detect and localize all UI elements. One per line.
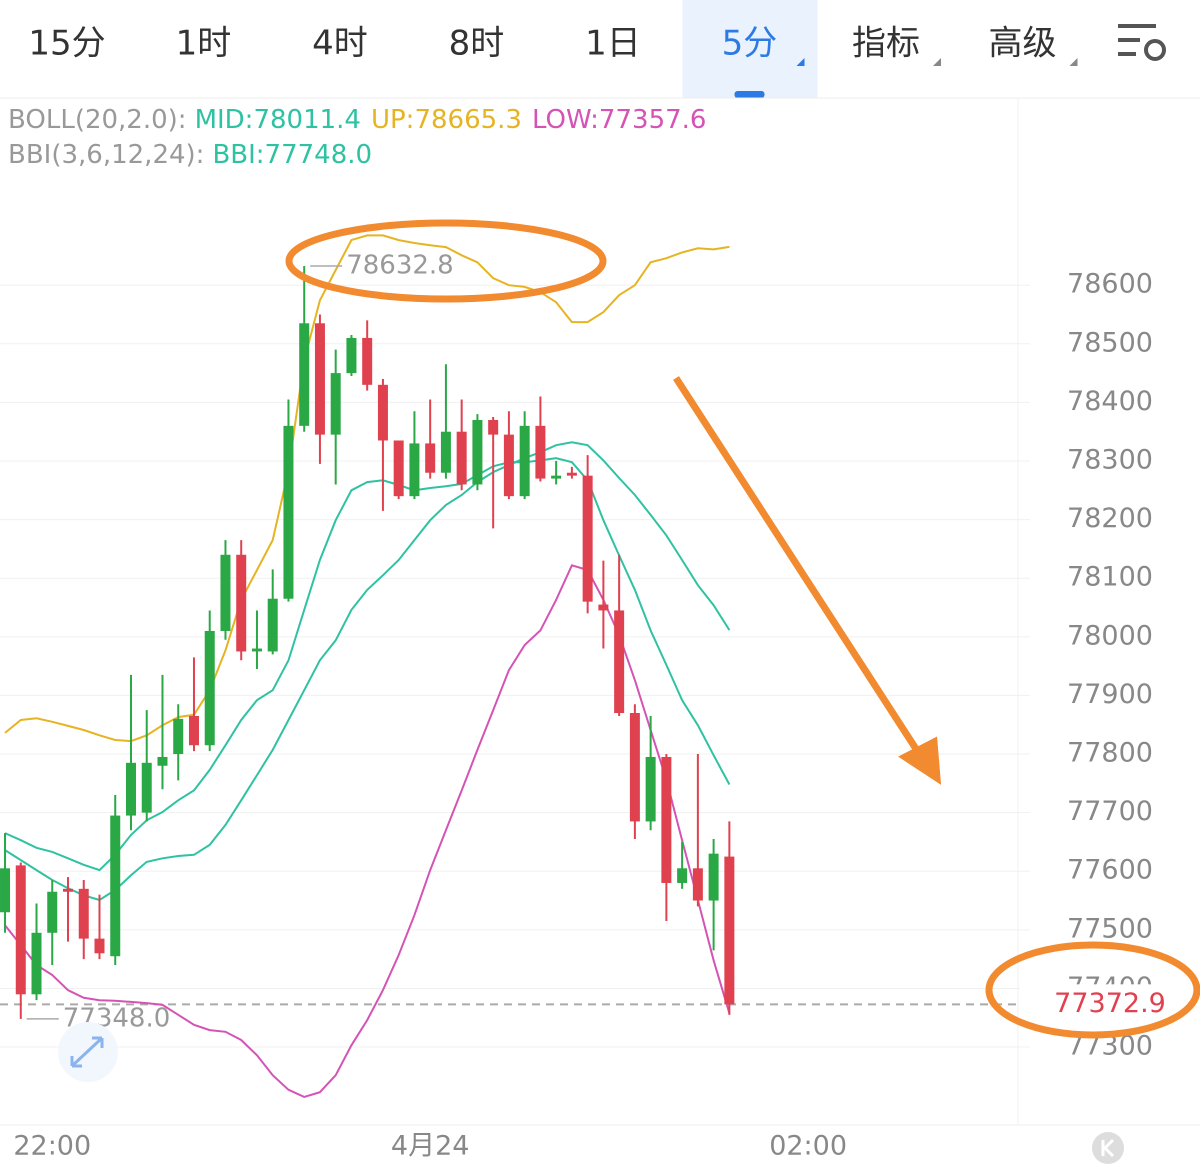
- candle-body: [488, 419, 499, 435]
- y-tick-label: 77900: [1067, 679, 1153, 710]
- y-tick-label: 77700: [1067, 796, 1153, 827]
- indicator-value: MID:78011.4: [195, 105, 361, 135]
- x-tick-label: 02:00: [769, 1131, 847, 1162]
- candle-body: [110, 815, 121, 957]
- extreme-label: 78632.8: [346, 250, 454, 280]
- dropdown-marker: [933, 58, 941, 66]
- candle-body: [708, 853, 719, 901]
- expand-icon[interactable]: [58, 1022, 118, 1082]
- annotation: [285, 219, 1200, 1039]
- candle-body: [614, 610, 625, 714]
- tab[interactable]: 4时: [312, 24, 368, 64]
- y-tick-label: 77800: [1067, 738, 1153, 769]
- indicator-line: [4, 234, 730, 743]
- candle-body: [661, 756, 672, 883]
- y-tick-label: 78300: [1067, 445, 1153, 476]
- indicator-value: UP:78665.3: [371, 105, 522, 135]
- candle-body: [409, 443, 420, 497]
- y-tick-label: 78500: [1067, 327, 1153, 358]
- candle-body: [346, 337, 357, 374]
- candle-body: [551, 475, 562, 479]
- indicator-value: BBI:77748.0: [212, 140, 372, 170]
- indicator-legend: BBI(3,6,12,24): BBI:77748.0: [8, 140, 372, 170]
- candle-body: [31, 932, 42, 995]
- y-tick-label: 78100: [1067, 562, 1153, 593]
- candle-body: [141, 762, 152, 813]
- candle-body: [677, 868, 688, 883]
- candle-body: [78, 888, 89, 939]
- candle-body: [0, 868, 11, 913]
- y-tick-label: 78400: [1067, 386, 1153, 417]
- candle-body: [94, 938, 105, 954]
- indicator-value: LOW:77357.6: [532, 105, 706, 135]
- tab[interactable]: 高级: [989, 24, 1057, 64]
- candle-body: [472, 419, 483, 485]
- candle-body: [157, 756, 168, 766]
- tab[interactable]: 1时: [176, 24, 232, 64]
- candle-body: [299, 323, 310, 426]
- candle-body: [267, 598, 278, 652]
- indicator-label: BBI(3,6,12,24):: [8, 140, 204, 170]
- candle-body: [582, 475, 593, 602]
- candle-body: [314, 323, 325, 435]
- candle-body: [503, 434, 514, 497]
- tab[interactable]: 5分: [722, 24, 778, 64]
- candle-body: [393, 440, 404, 497]
- candle-body: [330, 373, 341, 435]
- tab[interactable]: 指标: [852, 24, 920, 64]
- y-tick-label: 78000: [1067, 620, 1153, 651]
- settings-icon[interactable]: [1118, 24, 1166, 61]
- candle-body: [456, 431, 467, 485]
- last-price-label: 77372.9: [1054, 988, 1166, 1019]
- tab[interactable]: 8时: [449, 24, 505, 64]
- candle-body: [440, 431, 451, 473]
- indicator-line: [4, 457, 731, 872]
- candle-body: [362, 337, 373, 385]
- candle-body: [63, 888, 74, 892]
- dropdown-marker: [1069, 58, 1078, 66]
- candle-body: [535, 425, 546, 479]
- candle-body: [425, 443, 436, 473]
- tab[interactable]: 1日: [585, 24, 641, 64]
- x-tick-label: 4月24: [391, 1131, 470, 1162]
- candle-body: [15, 865, 26, 995]
- indicator-label: BOLL(20,2.0):: [8, 105, 187, 135]
- candle-body: [220, 554, 231, 631]
- candle-body: [377, 384, 388, 441]
- candle-body: [629, 713, 640, 822]
- indicator-line: [4, 564, 731, 1098]
- candle-body: [251, 648, 262, 652]
- indicator-legend: BOLL(20,2.0): MID:78011.4 UP:78665.3 LOW:77…: [8, 105, 706, 135]
- candle-body: [204, 630, 215, 746]
- candle-body: [692, 868, 703, 901]
- plot: 7730077400775007760077700778007790078000…: [0, 105, 1200, 1162]
- candle-body: [566, 472, 577, 476]
- y-tick-label: 77500: [1067, 913, 1153, 944]
- candle-body: [47, 891, 58, 933]
- x-tick-label: 22:00: [13, 1131, 91, 1162]
- candle-body: [173, 718, 184, 755]
- y-tick-label: 78200: [1067, 503, 1153, 534]
- candle-body: [236, 554, 247, 652]
- tab[interactable]: 15分: [28, 24, 105, 64]
- candle-body: [598, 604, 609, 611]
- dropdown-marker: [796, 58, 805, 66]
- y-tick-label: 78600: [1067, 269, 1153, 300]
- tab-bar: 15分 1时 4时 8时 1日 5分 指标 高级: [28, 0, 1078, 98]
- indicator-line: [4, 441, 731, 902]
- candle-body: [188, 715, 199, 746]
- tab-indicator: [734, 91, 765, 98]
- candle-body: [519, 425, 530, 497]
- candle-body: [724, 856, 735, 1005]
- candle-body: [125, 762, 136, 816]
- tab-active-bg: [682, 0, 818, 98]
- back-button[interactable]: [1092, 1132, 1124, 1164]
- candle-body: [645, 756, 656, 822]
- candle-body: [283, 425, 294, 599]
- y-tick-label: 77600: [1067, 855, 1153, 886]
